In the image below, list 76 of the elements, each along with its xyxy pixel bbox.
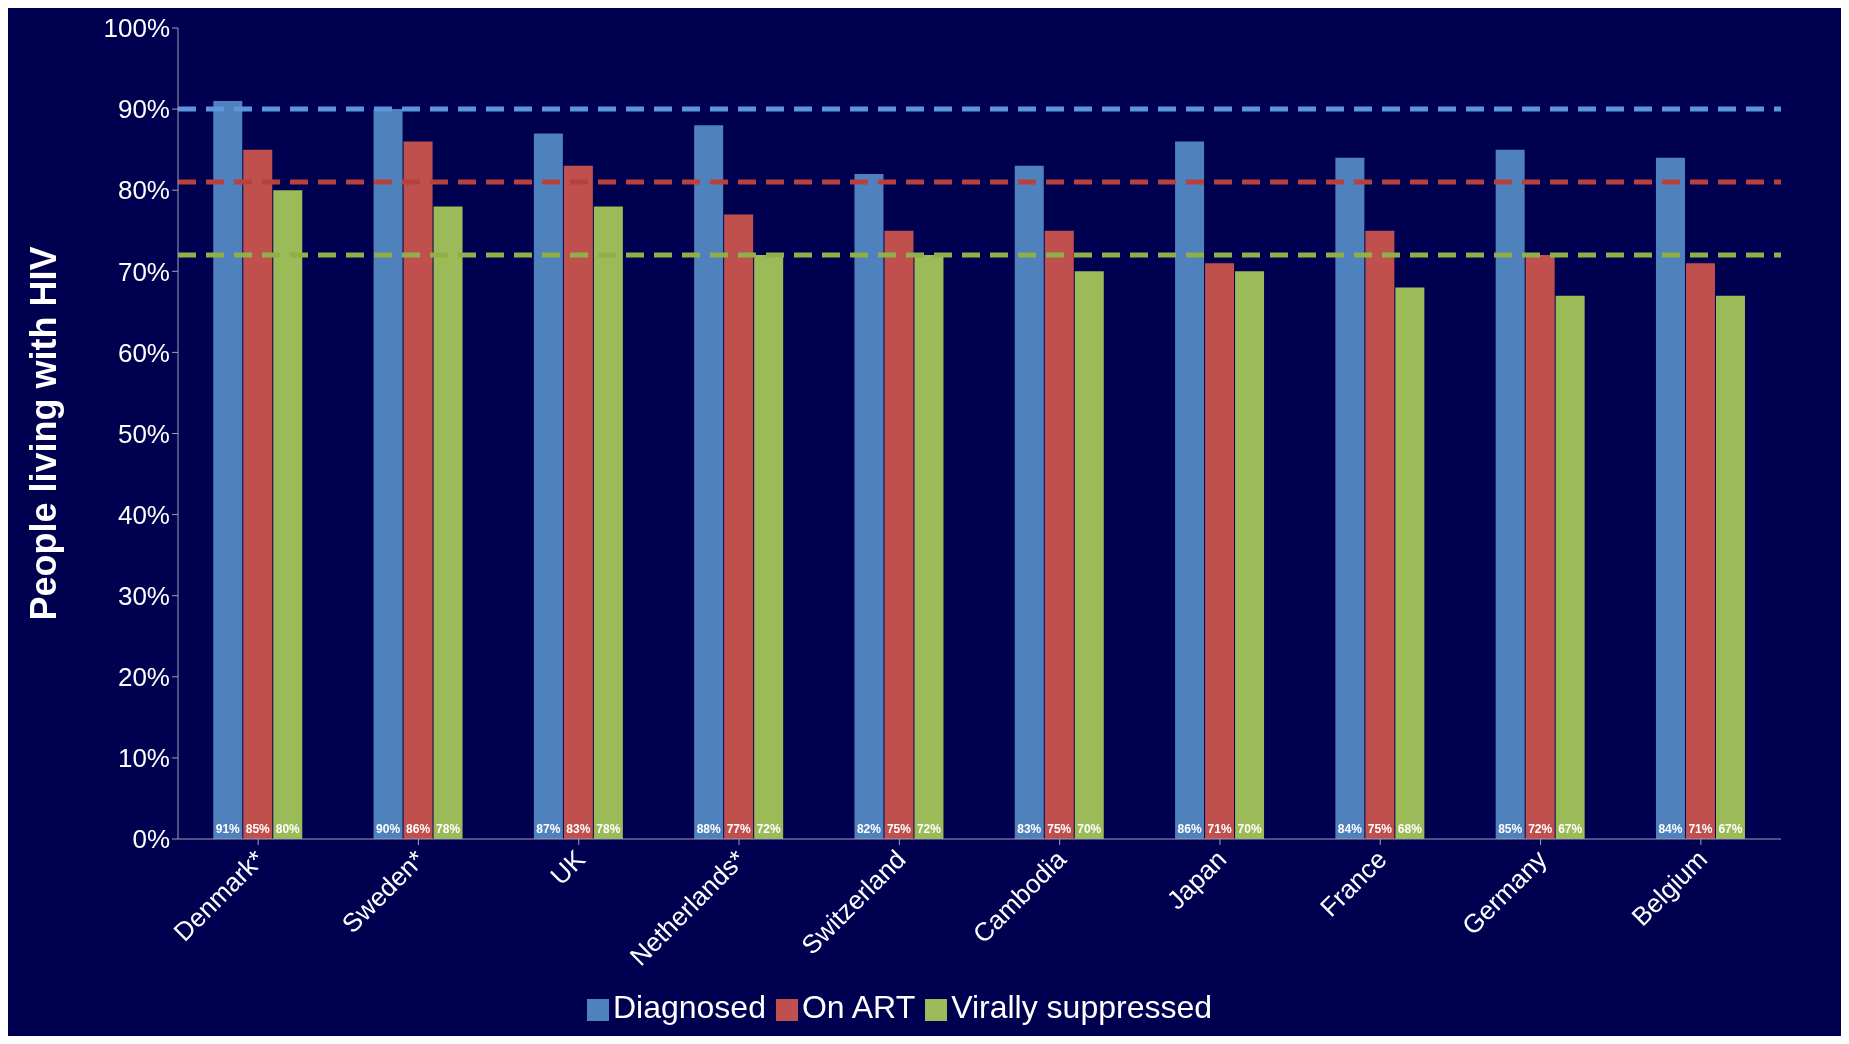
data-label: 67% <box>1718 822 1743 836</box>
bar <box>1395 287 1425 839</box>
y-tick-label: 50% <box>117 418 170 449</box>
data-label: 86% <box>406 822 431 836</box>
data-label: 83% <box>566 822 591 836</box>
y-tick-label: 70% <box>117 256 170 287</box>
bar <box>1685 263 1715 839</box>
legend-label: Diagnosed <box>612 989 766 1025</box>
legend-label: On ART <box>801 989 916 1025</box>
data-label: 75% <box>1367 822 1393 836</box>
y-tick-label: 100% <box>103 13 170 44</box>
y-tick-label: 30% <box>117 580 170 611</box>
data-label: 90% <box>376 822 401 836</box>
data-label: 84% <box>1337 822 1363 836</box>
bar <box>243 149 273 839</box>
data-label: 71% <box>1688 822 1713 836</box>
bar <box>754 255 784 839</box>
bar <box>1555 295 1585 839</box>
bar <box>1044 230 1074 839</box>
y-tick-label: 60% <box>117 337 170 368</box>
data-label: 83% <box>1017 822 1042 836</box>
data-label: 84% <box>1658 822 1683 836</box>
bar <box>563 165 593 839</box>
data-label: 67% <box>1558 822 1583 836</box>
data-label: 80% <box>275 822 301 836</box>
data-label: 70% <box>1077 822 1102 836</box>
bar <box>1495 149 1525 839</box>
bar <box>593 206 623 839</box>
bar <box>373 109 403 839</box>
data-label: 72% <box>916 822 942 836</box>
bar <box>403 141 433 839</box>
bar <box>1365 230 1395 839</box>
data-label: 72% <box>756 822 781 836</box>
data-label: 70% <box>1237 822 1262 836</box>
bar <box>273 190 303 839</box>
bar <box>533 133 563 839</box>
data-label: 75% <box>886 822 912 836</box>
bar <box>854 173 884 839</box>
bar <box>914 255 944 839</box>
data-label: 87% <box>536 822 561 836</box>
bar <box>1715 295 1745 839</box>
bar <box>1525 255 1555 839</box>
bar <box>213 100 243 839</box>
bar <box>724 214 754 839</box>
y-axis-title: People living with HIV <box>22 246 64 621</box>
data-label: 82% <box>856 822 882 836</box>
bar <box>433 206 463 839</box>
bar <box>1175 141 1205 839</box>
bar <box>1335 157 1365 839</box>
data-label: 88% <box>696 822 721 836</box>
y-tick-label: 80% <box>117 175 170 206</box>
data-label: 91% <box>215 822 241 836</box>
bar <box>1014 165 1044 839</box>
data-label: 72% <box>1528 822 1553 836</box>
y-tick-label: 20% <box>117 662 170 693</box>
data-label: 77% <box>726 822 751 836</box>
y-tick-label: 0% <box>132 824 170 855</box>
data-label: 75% <box>1047 822 1072 836</box>
bar <box>1205 263 1235 839</box>
data-label: 68% <box>1397 822 1423 836</box>
y-tick-label: 90% <box>117 94 170 125</box>
y-tick-label: 10% <box>117 743 170 774</box>
data-label: 71% <box>1207 822 1232 836</box>
legend-label: Virally suppressed <box>951 989 1213 1025</box>
data-label: 78% <box>436 822 461 836</box>
data-label: 86% <box>1177 822 1202 836</box>
data-label: 78% <box>596 822 621 836</box>
bar <box>1074 271 1104 839</box>
bar <box>1655 157 1685 839</box>
y-tick-label: 40% <box>117 499 170 530</box>
bar <box>884 230 914 839</box>
x-tick-label: UK <box>544 843 592 891</box>
data-label: 85% <box>1498 822 1523 836</box>
bar <box>1235 271 1265 839</box>
data-label: 85% <box>245 822 271 836</box>
bar <box>694 125 724 839</box>
